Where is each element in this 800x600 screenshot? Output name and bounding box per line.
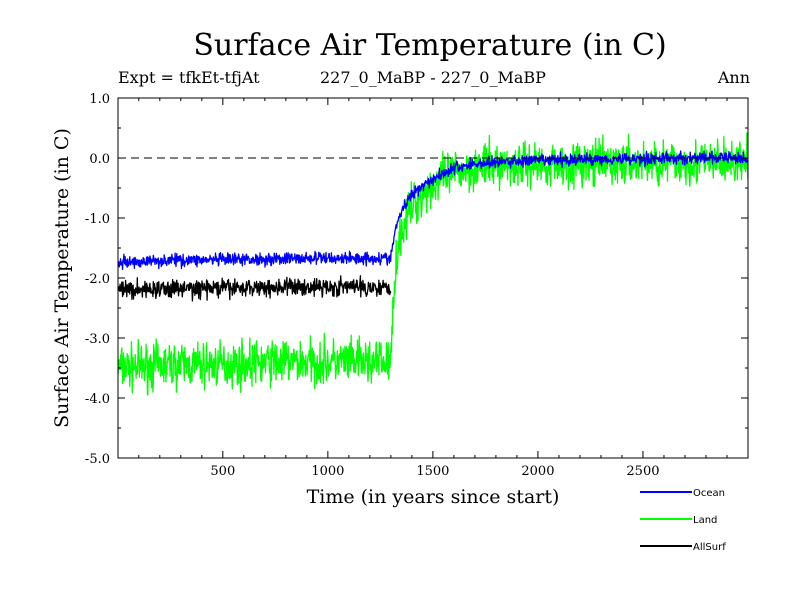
series-layer [117,132,749,396]
x-tick-label: 2500 [626,464,659,479]
y-tick-label: -4.0 [85,392,110,407]
y-axis-label: Surface Air Temperature (in C) [51,128,73,428]
axis-layer: 500 1000 1500 2000 2500 -5.0 -4.0 -3.0 -2.0 -1.0 0… [85,92,748,479]
legend-label-allsurf: AllSurf [693,542,726,553]
y-tick-label: -1.0 [85,212,110,227]
x-tick-label: 1500 [416,464,449,479]
x-tick-label: 2000 [521,464,554,479]
plot-frame [117,97,749,459]
legend: Ocean Land AllSurf [640,488,726,553]
y-tick-label: 0.0 [89,152,110,167]
x-axis-label: Time (in years since start) [307,486,560,508]
y-tick-label: 1.0 [89,92,110,107]
legend-label-land: Land [693,515,717,526]
experiment-label: Expt = tfkEt-tfjAt [118,68,260,87]
chart-title: Surface Air Temperature (in C) [193,28,667,63]
legend-label-ocean: Ocean [693,488,725,499]
x-tick-label: 500 [210,464,235,479]
period-label: Ann [717,68,750,87]
series-line-ocean [117,150,749,271]
y-tick-label: -3.0 [85,332,110,347]
y-tick-label: -2.0 [85,272,110,287]
x-tick-label: 1000 [311,464,344,479]
runs-label: 227_0_MaBP - 227_0_MaBP [320,68,546,87]
y-tick-label: -5.0 [85,452,110,467]
series-line-allsurf [117,275,392,302]
series-line-land [117,132,749,396]
